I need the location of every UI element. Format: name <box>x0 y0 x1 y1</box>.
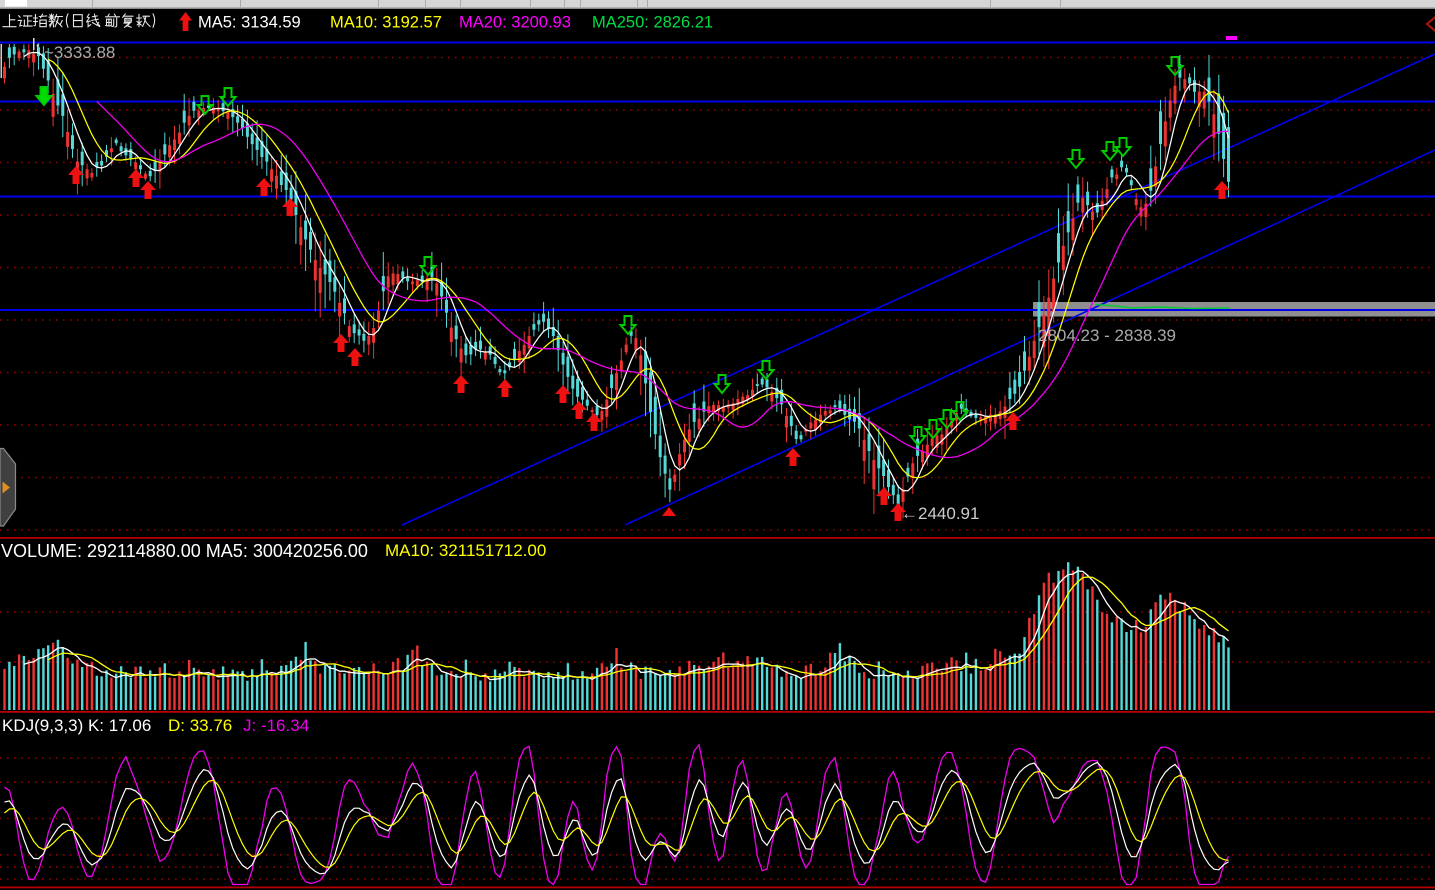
svg-text:MA5: 3134.59: MA5: 3134.59 <box>198 14 301 32</box>
svg-text:KDJ(9,3,3) K: 17.06: KDJ(9,3,3) K: 17.06 <box>2 716 151 735</box>
svg-text:2804.23 - 2838.39: 2804.23 - 2838.39 <box>1038 326 1176 345</box>
svg-text:f: f <box>36 41 40 55</box>
svg-text:MA250: 2826.21: MA250: 2826.21 <box>592 14 713 32</box>
svg-text:MA10: 321151712.00: MA10: 321151712.00 <box>385 541 546 560</box>
svg-text:D: 33.76: D: 33.76 <box>168 716 232 735</box>
svg-text:J: -16.34: J: -16.34 <box>243 716 309 735</box>
svg-text:MA20: 3200.93: MA20: 3200.93 <box>459 14 571 32</box>
svg-text:~3333.88: ~3333.88 <box>44 43 115 62</box>
svg-text:←2440.91: ←2440.91 <box>901 504 979 523</box>
svg-text:MA10: 3192.57: MA10: 3192.57 <box>330 14 442 32</box>
svg-text:VOLUME: 292114880.00 MA5: 3004: VOLUME: 292114880.00 MA5: 300420256.00 <box>1 541 368 561</box>
